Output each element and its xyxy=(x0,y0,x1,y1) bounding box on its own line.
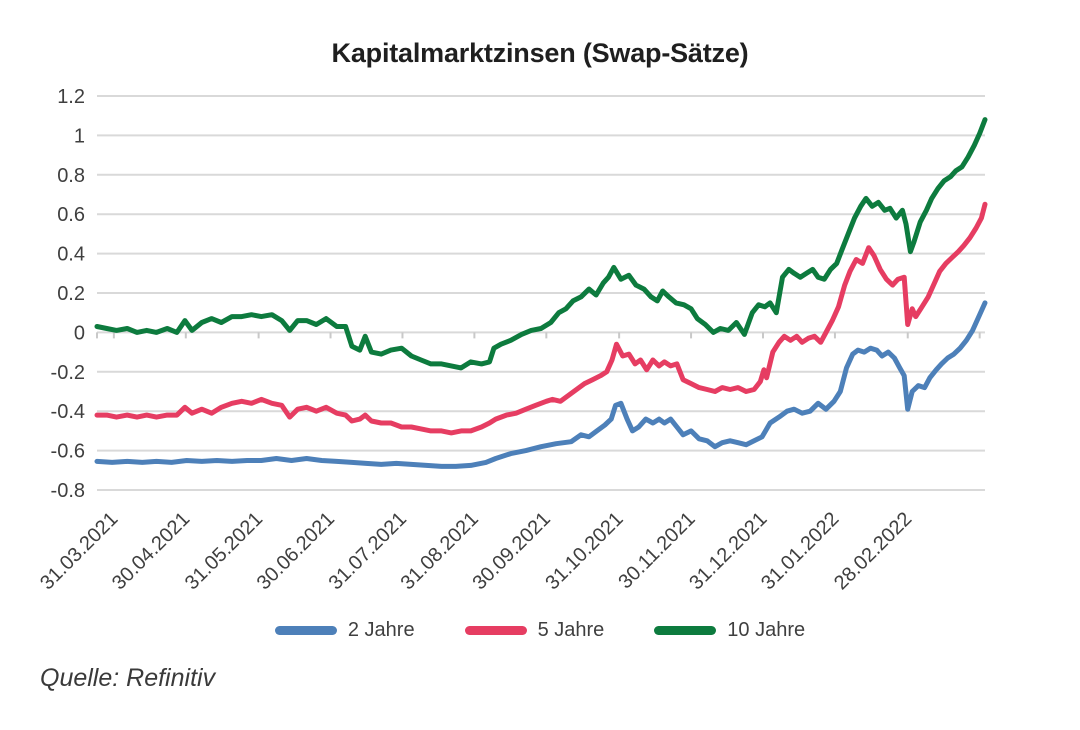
chart-title: Kapitalmarktzinsen (Swap-Sätze) xyxy=(331,38,749,68)
legend-swatch-2-jahre-icon xyxy=(274,626,337,635)
x-axis-tick-label: 30.04.2021 xyxy=(108,508,194,594)
legend-label: 2 Jahre xyxy=(347,619,415,641)
legend-swatch-5-jahre-icon xyxy=(464,626,527,635)
y-axis-tick-label: 0.4 xyxy=(57,244,85,266)
series-line-10-jahre xyxy=(94,117,988,371)
series-line-5-jahre xyxy=(94,201,988,436)
x-axis-tick-label: 31.01.2022 xyxy=(757,508,843,594)
y-axis-tick-label: -0.6 xyxy=(51,441,85,463)
x-axis-tick-label: 28.02.2022 xyxy=(830,508,916,594)
legend-item-10-jahre: 10 Jahre xyxy=(654,619,805,642)
y-axis-tick-label: 1.2 xyxy=(57,86,85,108)
x-axis-tick-label: 30.09.2021 xyxy=(469,508,555,594)
y-axis-tick-label: -0.4 xyxy=(51,401,85,423)
x-axis-tick-label: 31.10.2021 xyxy=(541,508,627,594)
y-axis-tick-label: 0.2 xyxy=(57,283,85,305)
y-axis-tick-label: -0.8 xyxy=(51,480,85,502)
y-axis-tick-label: 0.6 xyxy=(57,204,85,226)
series-line-2-jahre xyxy=(94,300,988,469)
legend-label: 5 Jahre xyxy=(537,619,605,641)
legend: 2 Jahre 5 Jahre 10 Jahre xyxy=(0,619,1080,642)
source-note: Quelle: Refinitiv xyxy=(40,664,216,692)
y-axis-tick-label: 1 xyxy=(74,125,85,147)
y-axis-tick-label: 0.8 xyxy=(57,165,85,187)
legend-item-2-jahre: 2 Jahre xyxy=(274,619,415,642)
y-axis-tick-label: -0.2 xyxy=(51,362,85,384)
legend-swatch-10-jahre-icon xyxy=(654,626,717,635)
legend-item-5-jahre: 5 Jahre xyxy=(464,619,605,642)
legend-label: 10 Jahre xyxy=(727,619,806,641)
y-axis-tick-label: 0 xyxy=(74,322,85,344)
